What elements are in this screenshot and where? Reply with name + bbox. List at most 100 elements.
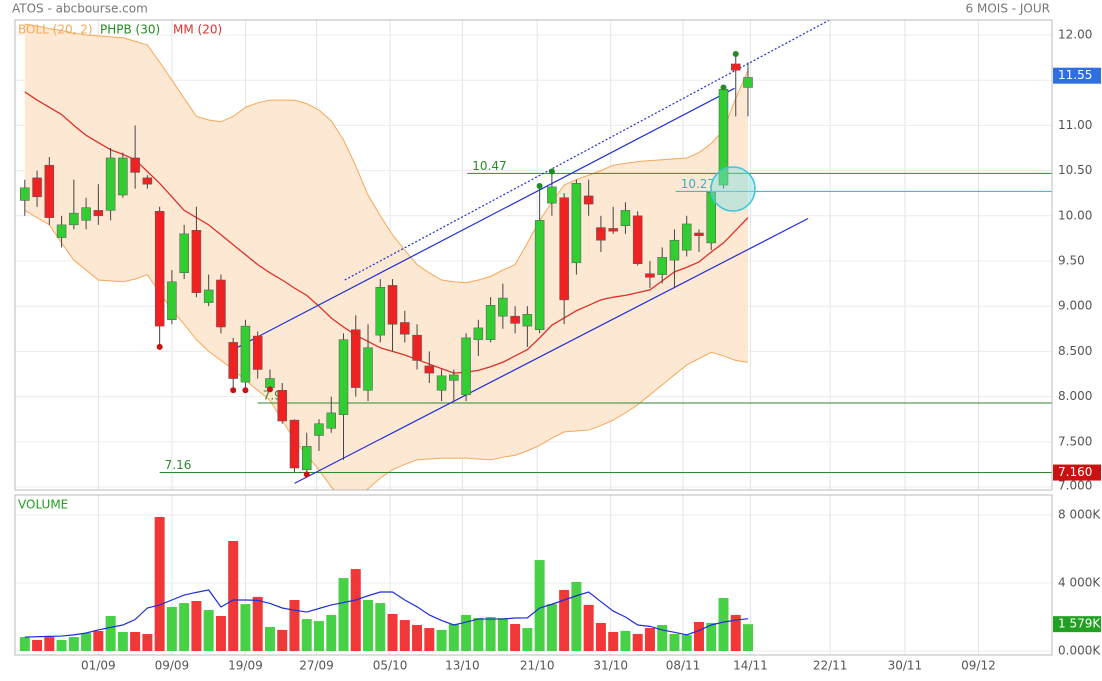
candle-body bbox=[191, 230, 202, 293]
candle-body bbox=[93, 210, 104, 217]
candle-body bbox=[375, 286, 386, 336]
volume-bar bbox=[68, 637, 79, 652]
volume-bar bbox=[681, 635, 692, 652]
candle-body bbox=[424, 365, 435, 374]
candle-body bbox=[620, 210, 631, 227]
volume-bar bbox=[81, 632, 92, 652]
candle-body bbox=[81, 207, 91, 221]
candle-body bbox=[632, 215, 643, 264]
volume-bar bbox=[522, 628, 533, 652]
volume-bar bbox=[583, 604, 594, 652]
candle-body bbox=[559, 197, 569, 301]
candle-body bbox=[118, 157, 128, 196]
candle-body bbox=[203, 289, 214, 303]
volume-bar bbox=[313, 621, 324, 652]
candle-body bbox=[301, 446, 312, 471]
volume-bar bbox=[19, 637, 30, 652]
y-tick-label: 11.00 bbox=[1058, 118, 1092, 132]
volume-bar bbox=[448, 623, 459, 652]
band-line bbox=[24, 209, 749, 490]
last-price-label: 7.160 bbox=[1058, 465, 1092, 479]
y-tick-label: 8.500 bbox=[1058, 344, 1092, 358]
last-volume-tag bbox=[1053, 616, 1101, 633]
candle-body bbox=[498, 297, 508, 317]
volume-bar bbox=[693, 621, 704, 652]
y-tick-label: 10.00 bbox=[1058, 208, 1092, 222]
y-tick-label: 10.50 bbox=[1058, 163, 1092, 177]
level-label: 10.47 bbox=[472, 159, 506, 173]
volume-bar bbox=[387, 613, 398, 652]
trend-line bbox=[294, 217, 809, 484]
candle-body bbox=[669, 239, 680, 261]
volume-bar bbox=[412, 624, 423, 652]
volume-frame bbox=[14, 494, 1053, 656]
volume-bar bbox=[154, 517, 165, 652]
candle-body bbox=[20, 187, 30, 201]
candle-body bbox=[277, 390, 287, 422]
price-panel: 10.47 10.27 7.9 7.16 bbox=[15, 20, 1052, 490]
candle-body bbox=[69, 212, 79, 226]
candle-body bbox=[351, 329, 361, 388]
x-tick-label: 08/11 bbox=[666, 659, 701, 673]
volume-bar bbox=[252, 596, 263, 652]
candle-body bbox=[534, 220, 545, 330]
volume-bar bbox=[350, 569, 361, 652]
volume-bar bbox=[338, 578, 349, 652]
volume-bar bbox=[142, 634, 153, 652]
candle-body bbox=[473, 327, 484, 340]
candle-body bbox=[326, 412, 336, 429]
volume-bar bbox=[32, 639, 43, 652]
volume-bar bbox=[228, 541, 239, 652]
x-tick-label: 05/10 bbox=[373, 659, 408, 673]
candle-body bbox=[645, 273, 655, 278]
volume-bar bbox=[277, 629, 288, 652]
level-label: 7.9 bbox=[263, 388, 282, 402]
x-tick-label: 31/10 bbox=[593, 659, 628, 673]
volume-bar bbox=[93, 630, 104, 652]
candle-body bbox=[142, 177, 153, 185]
candle-body bbox=[449, 374, 459, 381]
phpb-marker bbox=[548, 168, 555, 175]
candle-body bbox=[596, 227, 606, 241]
axes: 01/09 09/09 19/09 27/09 05/10 13/10 21/10 31/10… bbox=[81, 28, 1101, 673]
volume-bar bbox=[289, 600, 300, 652]
volume-bar bbox=[546, 604, 557, 652]
volume-bar bbox=[240, 604, 251, 652]
candle-body bbox=[252, 335, 263, 370]
y-tick-label: 8.000 bbox=[1058, 389, 1092, 403]
candle-body bbox=[179, 233, 189, 274]
candle-body bbox=[216, 279, 226, 328]
level-label: 7.16 bbox=[165, 458, 192, 472]
phpb-marker bbox=[720, 84, 727, 91]
volume-bar bbox=[203, 610, 214, 652]
candle-body bbox=[571, 183, 582, 264]
volume-bar bbox=[375, 603, 386, 652]
candle-body bbox=[583, 195, 594, 205]
candle-body bbox=[240, 325, 251, 383]
volume-bar bbox=[534, 560, 545, 652]
chart-subtitle: 6 MOIS - JOUR bbox=[966, 2, 1050, 16]
volume-bar bbox=[215, 615, 226, 652]
volume-bar bbox=[363, 600, 374, 652]
band-fill bbox=[24, 24, 749, 490]
x-tick-label: 14/11 bbox=[733, 659, 768, 673]
last-price-tag bbox=[1053, 464, 1101, 481]
volume-bar bbox=[730, 614, 741, 652]
candle-body bbox=[44, 164, 55, 218]
volume-bar bbox=[191, 601, 202, 652]
volume-bar bbox=[105, 615, 116, 652]
volume-bar bbox=[179, 603, 190, 652]
volume-plot bbox=[15, 495, 1052, 655]
price-frame bbox=[14, 19, 1053, 491]
volume-bar bbox=[657, 624, 668, 652]
candle-body bbox=[436, 375, 447, 391]
volume-bar bbox=[326, 614, 337, 652]
last-price-label: 11.55 bbox=[1058, 68, 1092, 82]
candle-body bbox=[731, 63, 741, 71]
legend-mm: MM (20) bbox=[173, 23, 222, 37]
ma-line bbox=[24, 91, 749, 374]
volume-bar bbox=[485, 617, 496, 652]
candle-body bbox=[265, 378, 275, 388]
y-tick-label: 8 000K bbox=[1058, 507, 1101, 521]
